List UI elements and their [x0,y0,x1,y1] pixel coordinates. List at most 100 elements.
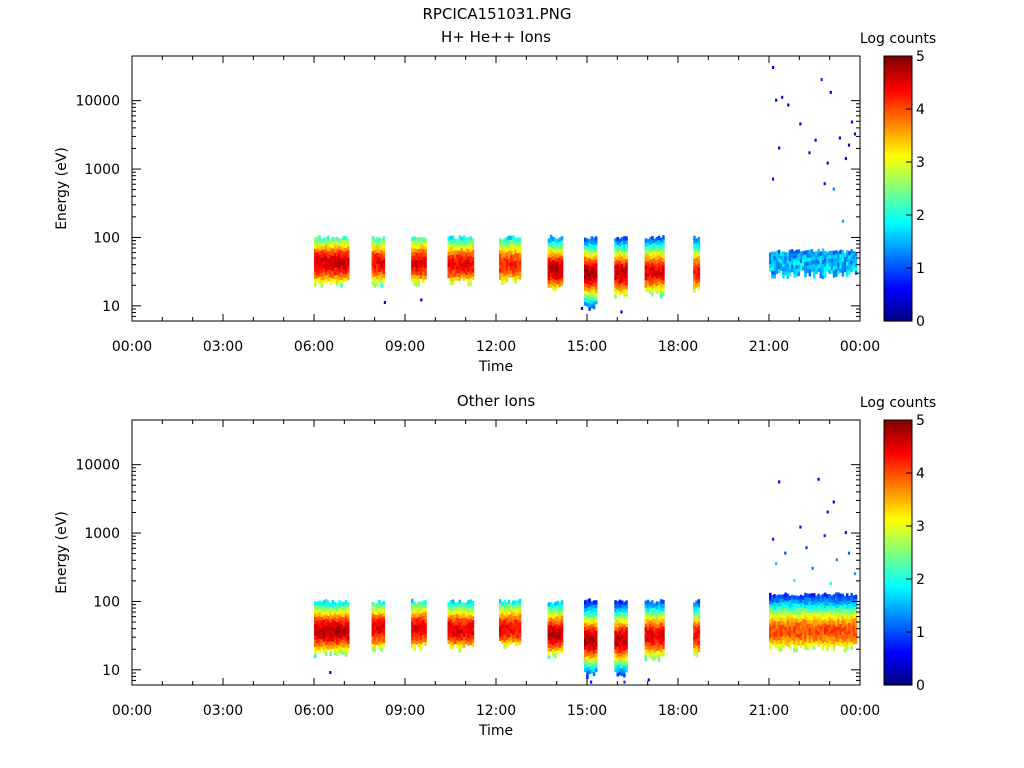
heatmap-cell [347,238,350,243]
heatmap-cell [830,606,834,611]
heatmap-cell [382,638,386,643]
heatmap-cell [826,259,829,264]
heatmap-cell [623,650,626,655]
heatmap-cell [623,601,626,606]
heatmap-cell [422,248,425,254]
heatmap-cell [344,611,348,616]
colorbar-cell [884,457,912,461]
heatmap-cell [777,643,781,648]
heatmap-cell [646,272,650,278]
heatmap-cell [595,652,598,658]
heatmap-cell [644,245,648,251]
heatmap-cell [826,639,829,644]
heatmap-cell [322,604,326,609]
heatmap-cell [329,276,332,281]
heatmap-cell [347,613,350,618]
heatmap-cell [813,619,816,624]
scatter-point [778,480,781,484]
heatmap-cell [830,602,834,608]
heatmap-cell [380,613,383,618]
heatmap-cell [549,276,553,281]
heatmap-cell [693,284,696,289]
heatmap-cell [782,251,785,256]
heatmap-cell [795,648,798,653]
heatmap-cell [786,270,790,276]
heatmap-cell [586,659,589,664]
colorbar-cell [884,443,912,448]
heatmap-cell [505,270,509,275]
heatmap-cell [314,256,317,261]
heatmap-cell [625,645,628,650]
heatmap-cell [382,243,386,248]
heatmap-cell [595,247,598,252]
heatmap-cell [586,670,589,676]
heatmap-cell [662,599,665,604]
heatmap-cell [832,594,836,599]
heatmap-cell [344,277,348,282]
heatmap-cell [554,628,557,633]
colorbar-cell [884,496,912,501]
heatmap-cell [373,257,377,262]
heatmap-cell [616,646,619,651]
heatmap-cell [518,249,522,254]
heatmap-cell [458,633,461,638]
scatter-point [775,98,778,102]
heatmap-cell [697,621,701,626]
heatmap-cell [424,626,427,631]
heatmap-cell [625,247,628,252]
heatmap-cell [554,616,557,621]
heatmap-cell [850,641,853,646]
heatmap-cell [451,254,455,259]
heatmap-cell [777,253,781,258]
heatmap-cell [662,239,665,244]
heatmap-cell [458,269,461,274]
heatmap-cell [320,605,324,610]
heatmap-cell [697,255,701,260]
heatmap-cell [655,289,659,294]
colorbar-cell [884,310,912,314]
heatmap-cell [373,249,377,254]
heatmap-cell [826,252,829,257]
heatmap-cell [618,264,622,269]
heatmap-cell [560,630,564,635]
heatmap-cell [512,261,515,266]
heatmap-cell [775,258,779,263]
heatmap-cell [560,266,564,271]
heatmap-cell [419,643,423,648]
heatmap-cell [773,605,776,610]
heatmap-cell [467,630,470,635]
heatmap-cell [507,626,511,631]
heatmap-cell [646,250,650,255]
heatmap-cell [819,274,823,279]
colorbar-cell [884,265,912,269]
heatmap-cell [590,266,594,271]
heatmap-cell [344,274,348,279]
heatmap-cell [854,598,858,603]
heatmap-cell [454,242,457,247]
heatmap-cell [460,240,464,245]
heatmap-cell [791,606,794,611]
heatmap-cell [614,656,617,661]
heatmap-cell [340,646,343,651]
heatmap-cell [413,643,416,648]
colorbar-cell [884,305,912,309]
heatmap-cell [649,237,652,242]
heatmap-segment [499,598,522,650]
heatmap-cell [510,632,513,637]
heatmap-cell [373,253,377,258]
heatmap-cell [788,603,792,608]
heatmap-cell [828,597,831,602]
heatmap-cell [620,615,624,620]
heatmap-cell [371,613,375,618]
colorbar-cell [884,600,912,604]
heatmap-cell [467,637,470,642]
heatmap-cell [618,648,622,653]
heatmap-cell [841,601,845,606]
heatmap-cell [769,611,772,616]
heatmap-cell [417,624,421,629]
heatmap-cell [512,235,515,240]
heatmap-cell [660,290,663,295]
heatmap-cell [839,623,842,628]
heatmap-cell [322,619,326,624]
heatmap-cell [320,612,324,617]
